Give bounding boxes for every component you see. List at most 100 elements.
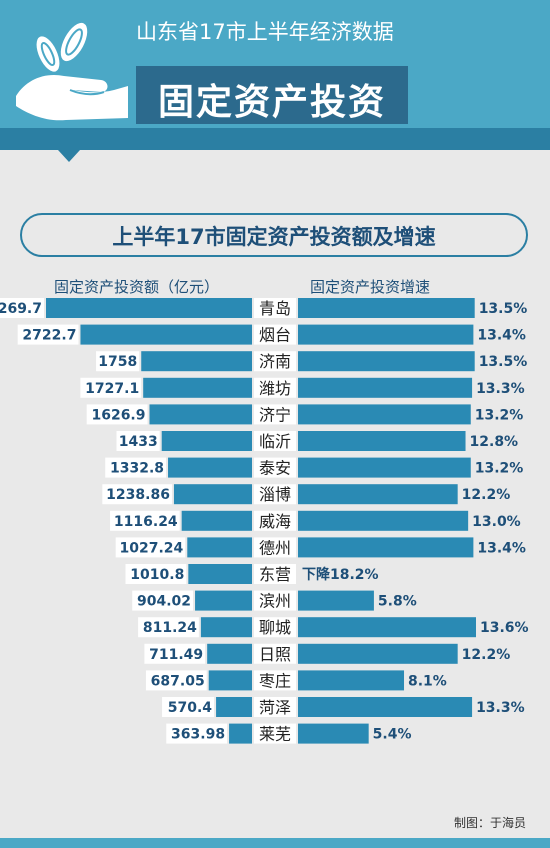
growth-value-label: 13.6% [480,620,529,636]
investment-value-label: 1758 [98,354,137,370]
growth-bar [298,697,473,717]
city-label: 莱芜 [259,725,291,744]
investment-value-label: 1626.9 [91,407,145,423]
city-label-bg [254,617,296,638]
growth-bar [298,510,469,531]
investment-value-label: 363.98 [171,727,225,743]
investment-value-label: 1433 [119,434,158,450]
left-column-header: 固定资产投资额（亿元） [54,278,220,296]
city-label: 滨州 [259,592,291,611]
city-label-bg [254,377,296,398]
city-label-bg [254,537,296,558]
investment-bar [168,457,252,478]
city-label-bg [254,404,296,425]
investment-bar [161,431,252,451]
chart-title: 上半年17市固定资产投资额及增速 [112,225,436,249]
investment-value-label: 811.24 [143,620,197,636]
investment-value-label: 570.4 [168,700,213,716]
growth-value-label: 8.1% [408,673,447,689]
growth-value-label: 5.4% [373,727,412,743]
growth-value-label: 13.2% [475,407,524,423]
city-label: 临沂 [259,432,291,451]
investment-value-label: 1010.8 [130,567,184,583]
growth-value-label: 5.8% [378,594,417,610]
investment-value-label: 1238.86 [106,487,170,503]
growth-value-label: 12.8% [470,434,519,450]
city-label: 淄博 [259,485,291,504]
bottom-strip [0,838,550,848]
investment-value-label: 2722.7 [22,328,76,344]
investment-value-tag [138,617,199,638]
investment-value-tag [116,431,160,451]
investment-bar [229,723,252,744]
growth-value-label: 13.3% [476,700,525,716]
city-label-bg [254,324,296,345]
header-band [0,128,550,150]
investment-value-tag [115,537,186,558]
city-label: 聊城 [259,618,291,637]
city-label: 威海 [259,512,291,531]
investment-bar [216,697,252,717]
coin-hand-icon [16,22,128,121]
investment-value-tag [132,590,194,611]
growth-value-label: 13.0% [472,514,521,530]
investment-bar [207,643,252,664]
city-label: 济南 [259,352,291,371]
investment-bar [187,537,252,558]
investment-value-tag [145,670,207,691]
city-label-bg [254,697,296,717]
growth-bar [298,324,474,345]
growth-bar [298,643,458,664]
page-title: 固定资产投资 [157,82,386,123]
investment-bar [188,564,252,584]
city-label-bg [254,643,296,664]
right-column-header: 固定资产投资增速 [310,278,431,296]
growth-bar [298,457,471,478]
city-label-bg [254,564,296,584]
investment-value-tag [17,324,79,345]
growth-value-label: 13.4% [477,328,526,344]
growth-value-label: 12.2% [462,647,511,663]
growth-bar [298,431,466,451]
subtitle-frame [20,213,528,257]
investment-value-tag [96,351,140,372]
city-label-bg [254,723,296,744]
city-label-bg [254,431,296,451]
growth-bar [298,351,475,372]
header-banner [0,0,550,150]
header-pointer [58,150,80,162]
investment-bar [143,377,252,398]
investment-bar [173,484,252,505]
investment-value-label: 1116.24 [114,514,178,530]
header-supertitle: 山东省17市上半年经济数据 [136,20,394,44]
city-label-bg [254,670,296,691]
growth-bar [298,404,471,425]
investment-value-tag [105,457,167,478]
investment-value-label: 904.02 [137,594,191,610]
city-label: 烟台 [259,326,291,345]
investment-value-tag [86,404,148,425]
city-label: 日照 [259,645,291,664]
investment-value-label: 1027.24 [120,540,184,556]
growth-bar [298,377,473,398]
investment-bar [208,670,252,691]
city-label: 枣庄 [259,671,291,690]
investment-bar [200,617,252,638]
city-label-bg [254,510,296,531]
investment-bar [80,324,252,345]
growth-value-label: 13.5% [479,354,528,370]
investment-bar [195,590,252,611]
investment-value-tag [102,484,172,505]
city-label-bg [254,298,296,318]
city-label: 济宁 [259,405,291,424]
growth-bar [298,723,369,744]
growth-value-label: 13.2% [475,461,524,477]
investment-value-label: 3269.7 [0,301,42,317]
investment-value-tag [125,564,187,584]
credit-text: 制图：于海员 [453,816,526,830]
investment-value-tag [162,697,215,717]
growth-bar [298,484,458,505]
city-label: 青岛 [259,299,291,318]
investment-value-label: 1332.8 [110,461,164,477]
city-label-bg [254,457,296,478]
